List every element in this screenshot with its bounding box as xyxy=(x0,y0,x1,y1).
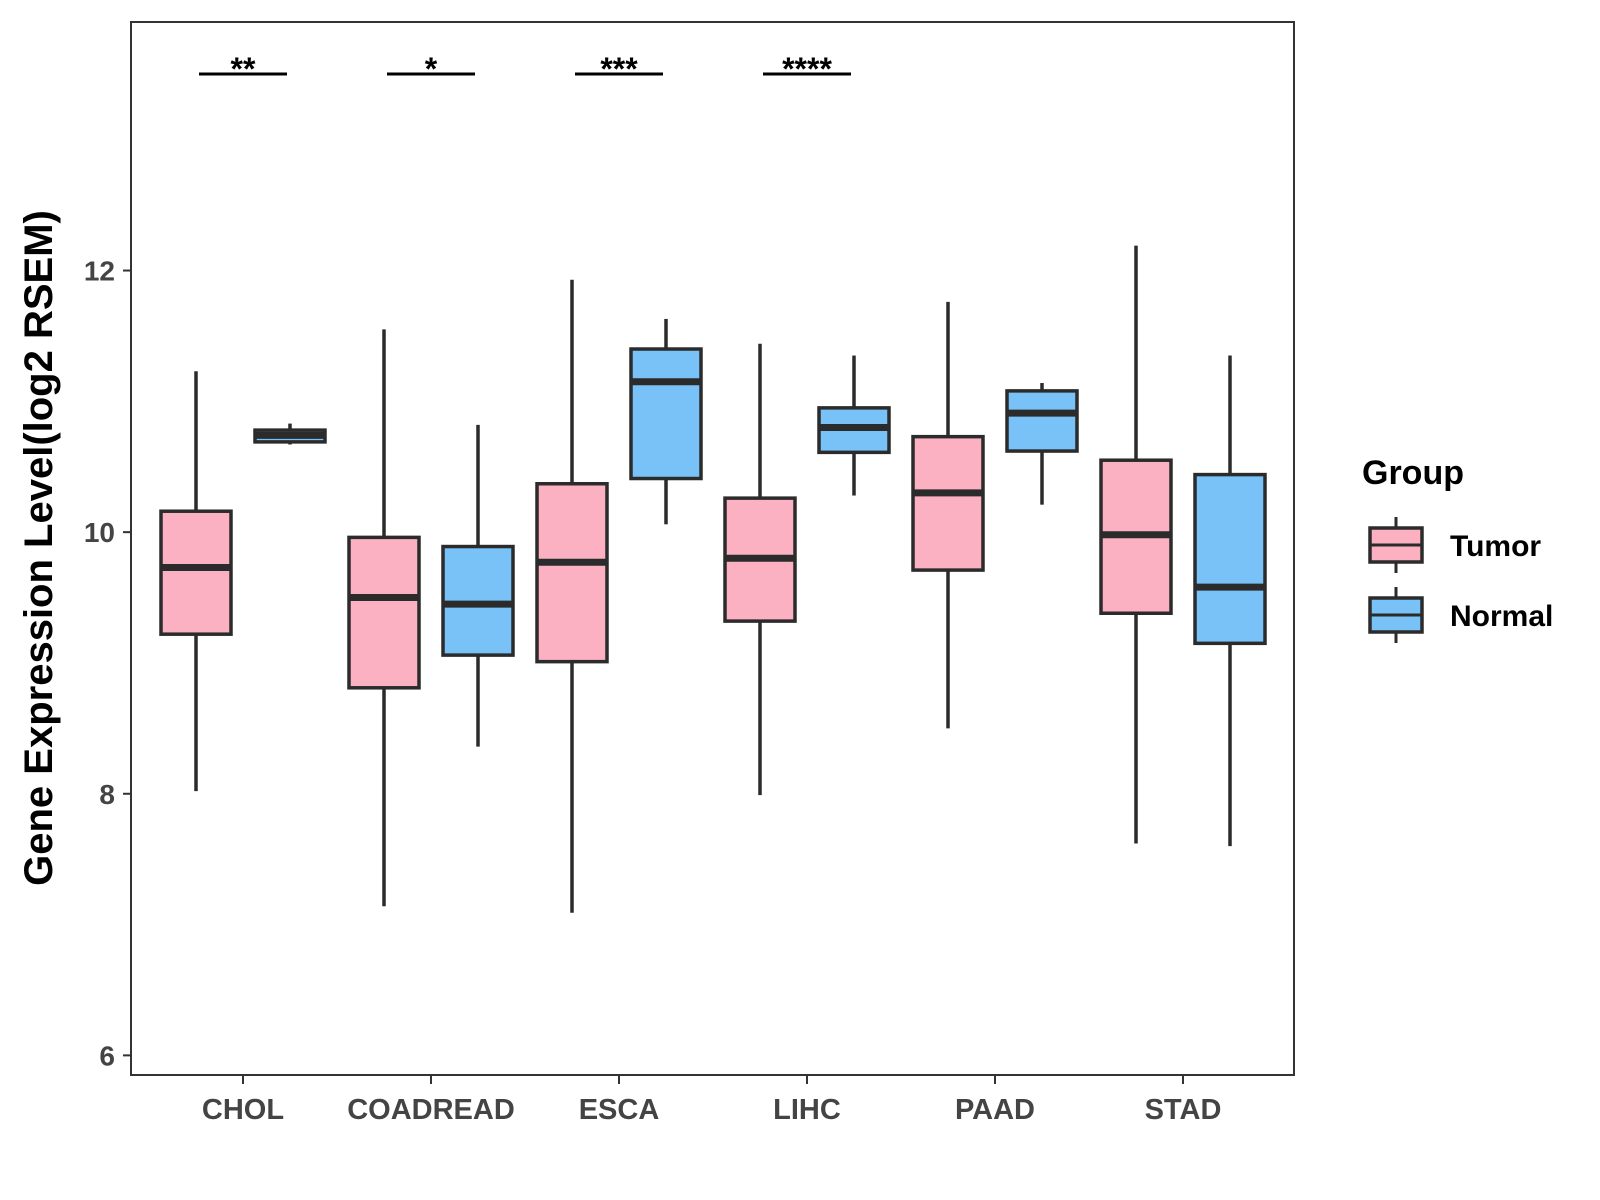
box-tumor-chol xyxy=(159,371,233,792)
x-tick-label: CHOL xyxy=(202,1094,284,1126)
box-normal-esca xyxy=(629,318,703,525)
box-normal-chol xyxy=(253,423,327,445)
significance-label: ** xyxy=(231,51,256,87)
legend: Group Tumor Normal xyxy=(1362,454,1553,643)
y-tick-label: 8 xyxy=(99,779,115,810)
legend-label: Tumor xyxy=(1450,530,1541,563)
box-tumor-esca xyxy=(535,279,609,913)
box-tumor-paad xyxy=(911,301,985,729)
x-tick-label: STAD xyxy=(1145,1094,1222,1126)
legend-label: Normal xyxy=(1450,600,1553,633)
box-body xyxy=(629,347,703,481)
significance-label: * xyxy=(425,51,438,87)
significance-annotations: ** * *** **** xyxy=(199,51,851,87)
x-tick-label: ESCA xyxy=(579,1094,660,1126)
y-tick-label: 6 xyxy=(99,1040,115,1071)
x-axis: CHOL COADREAD ESCA LIHC PAAD STAD xyxy=(202,1075,1221,1126)
significance-label: *** xyxy=(600,51,638,87)
box-body xyxy=(535,482,609,664)
y-tick-label: 10 xyxy=(84,517,115,548)
y-axis-title: Gene Expression Level(log2 RSEM) xyxy=(17,210,61,886)
legend-entry-normal: Normal xyxy=(1368,587,1553,643)
box-tumor-coadread xyxy=(347,329,421,907)
x-tick-label: PAAD xyxy=(955,1094,1035,1126)
y-axis: 6 8 10 12 xyxy=(84,256,131,1071)
box-body xyxy=(1005,389,1079,453)
x-tick-label: LIHC xyxy=(773,1094,841,1126)
box-body xyxy=(347,535,421,690)
box-body xyxy=(1193,472,1267,646)
box-normal-stad xyxy=(1193,355,1267,847)
box-tumor-stad xyxy=(1099,245,1173,844)
box-body xyxy=(911,434,985,572)
x-tick-label: COADREAD xyxy=(347,1094,515,1126)
y-tick-label: 12 xyxy=(84,256,115,287)
box-series xyxy=(159,245,1267,913)
legend-title: Group xyxy=(1362,454,1464,492)
significance-label: **** xyxy=(782,51,832,87)
box-tumor-lihc xyxy=(723,343,797,796)
box-body xyxy=(159,509,233,636)
legend-entry-tumor: Tumor xyxy=(1368,517,1541,573)
box-normal-lihc xyxy=(817,355,891,496)
box-normal-paad xyxy=(1005,383,1079,505)
box-normal-coadread xyxy=(441,424,515,747)
